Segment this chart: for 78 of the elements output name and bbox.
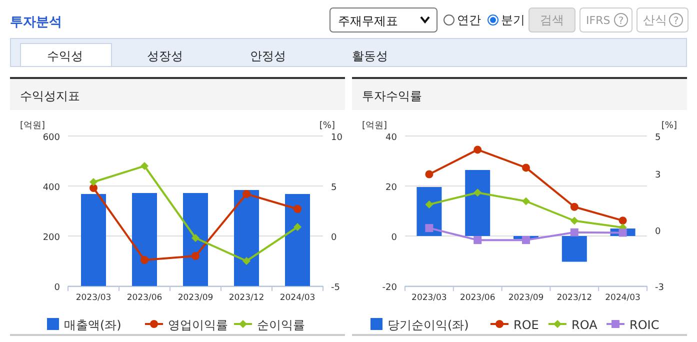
text: 수익성 <box>47 49 83 63</box>
text: 검색 <box>540 13 564 27</box>
y2-tick-label: 5 <box>655 133 661 143</box>
y-tick-label: 0 <box>54 283 60 293</box>
point <box>192 252 200 260</box>
text: 산식 <box>643 13 667 27</box>
y2-tick-label: 0 <box>331 233 337 243</box>
point <box>474 236 482 244</box>
point <box>425 170 434 178</box>
chart-title: 수익성지표 <box>20 89 80 103</box>
text: ? <box>618 16 624 27</box>
text: 주재무제표 <box>338 14 398 28</box>
point <box>90 178 98 186</box>
point <box>618 228 627 237</box>
x-tick-label: 2023/03 <box>412 293 447 303</box>
point <box>522 236 530 244</box>
y-tick-label: 400 <box>42 183 60 193</box>
point <box>425 224 434 232</box>
point <box>90 184 98 192</box>
legend-label: ROE <box>514 318 539 332</box>
point <box>474 146 482 154</box>
y2-tick-label: 3 <box>655 170 661 180</box>
x-tick-label: 2023/12 <box>228 293 264 303</box>
point <box>140 256 148 264</box>
x-tick-label: 2023/09 <box>508 293 544 303</box>
point <box>522 197 530 206</box>
y-axis-title: [억원] <box>20 121 46 131</box>
y2-tick-label: 5 <box>331 183 337 193</box>
point <box>570 228 578 236</box>
y-tick-label: 0 <box>391 233 398 243</box>
point <box>192 234 200 242</box>
point <box>570 202 578 211</box>
y2-axis-title: [%] <box>319 121 335 131</box>
x-tick-label: 2023/06 <box>126 293 162 303</box>
point <box>522 164 530 172</box>
text: 분기 <box>501 13 525 27</box>
legend-label: 영업이익률 <box>168 318 228 332</box>
chart-title: 투자수익률 <box>362 89 422 103</box>
text: ? <box>673 16 679 27</box>
y2-tick-label: -3 <box>655 283 664 293</box>
legend-label: ROIC <box>630 318 660 332</box>
point <box>425 200 434 208</box>
point <box>474 188 482 197</box>
text: 활동성 <box>352 49 388 63</box>
text: IFRS <box>586 14 610 27</box>
y2-tick-label: 0 <box>655 226 661 237</box>
legend-label: ROA <box>572 318 598 332</box>
y2-axis-title: [%] <box>661 121 677 131</box>
text: 연간 <box>457 13 481 27</box>
y2-tick-label: 10 <box>331 133 343 143</box>
text: 안정성 <box>250 49 286 63</box>
text: 성장성 <box>147 49 183 63</box>
point <box>618 216 627 225</box>
text: 투자분석 <box>10 15 62 30</box>
y-axis-title: [억원] <box>362 121 388 131</box>
x-tick-label: 2024/03 <box>280 293 316 303</box>
x-tick-label: 2023/03 <box>76 293 112 303</box>
y2-tick-label: -5 <box>331 283 340 293</box>
y-tick-label: 200 <box>42 233 60 243</box>
point <box>294 205 302 213</box>
x-tick-label: 2024/03 <box>605 293 640 303</box>
point <box>242 257 250 265</box>
x-tick-label: 2023/06 <box>460 293 496 303</box>
point <box>242 190 250 198</box>
bar <box>562 236 587 262</box>
legend-label: 순이익률 <box>257 318 305 332</box>
y-tick-label: 600 <box>42 133 60 143</box>
x-tick-label: 2023/09 <box>178 293 214 303</box>
point <box>294 223 302 231</box>
legend-label: 매출액(좌) <box>64 318 122 332</box>
x-tick-label: 2023/12 <box>556 293 592 303</box>
y-tick-label: 20 <box>386 183 398 193</box>
y-tick-label: -20 <box>382 283 398 293</box>
legend-label: 당기순이익(좌) <box>388 318 469 332</box>
point <box>140 162 148 170</box>
bar <box>465 170 490 236</box>
y-tick-label: 40 <box>386 133 398 143</box>
point <box>570 216 578 225</box>
